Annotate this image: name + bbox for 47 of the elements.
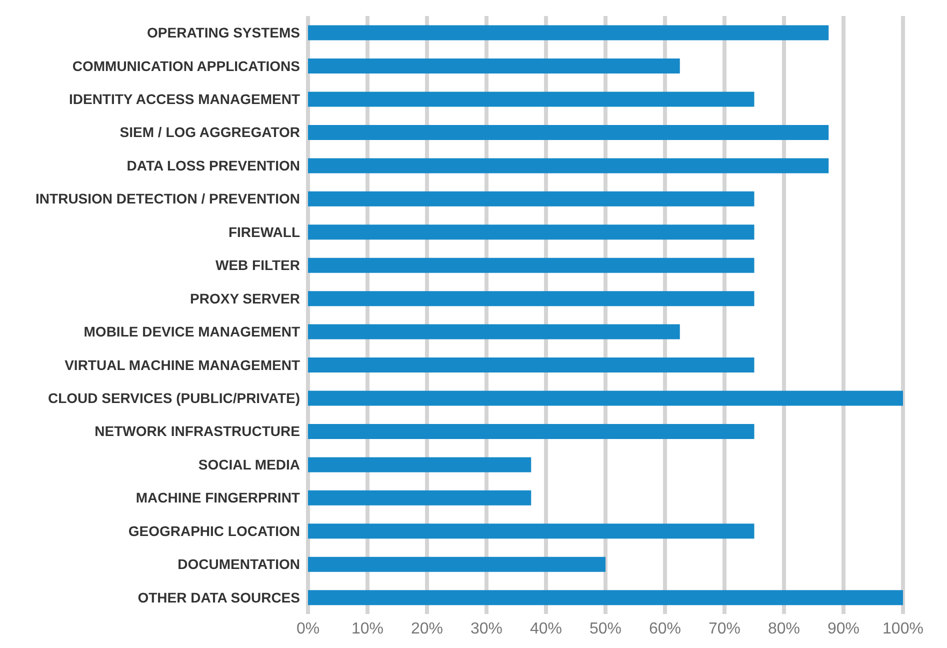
- x-tick-label: 70%: [708, 620, 741, 638]
- bar: [308, 490, 532, 506]
- bar: [308, 324, 680, 340]
- y-tick-label: NETWORK INFRASTRUCTURE: [94, 423, 300, 440]
- y-tick-label: SOCIAL MEDIA: [198, 456, 300, 472]
- x-tick-label: 60%: [648, 620, 682, 638]
- bar: [308, 25, 829, 40]
- x-tick-label: 20%: [410, 620, 444, 638]
- bar: [308, 424, 754, 439]
- x-tick-label: 100%: [882, 620, 924, 638]
- y-tick-label: DATA LOSS PREVENTION: [126, 157, 300, 174]
- y-tick-label: PROXY SERVER: [190, 290, 300, 306]
- y-tick-label: IDENTITY ACCESS MANAGEMENT: [68, 91, 300, 108]
- y-tick-label: SIEM / LOG AGGREGATOR: [120, 124, 300, 140]
- bar: [308, 291, 754, 306]
- y-tick-label: MOBILE DEVICE MANAGEMENT: [84, 324, 300, 340]
- y-tick-label: VIRTUAL MACHINE MANAGEMENT: [64, 356, 300, 373]
- bar: [308, 524, 754, 539]
- x-tick-label: 90%: [827, 620, 860, 638]
- bar: [308, 124, 829, 140]
- x-tick-label: 50%: [589, 620, 622, 638]
- y-tick-label: OPERATING SYSTEMS: [147, 24, 300, 41]
- y-tick-label: COMMUNICATION APPLICATIONS: [72, 58, 300, 74]
- y-tick-label: OTHER DATA SOURCES: [138, 589, 300, 606]
- x-tick-label: 40%: [530, 620, 562, 638]
- bar: [308, 258, 754, 273]
- y-tick-label: FIREWALL: [228, 224, 300, 240]
- x-tick-label: 10%: [351, 620, 384, 638]
- bar: [308, 590, 903, 606]
- bar: [308, 158, 829, 174]
- bar: [308, 390, 903, 406]
- y-tick-label: MACHINE FINGERPRINT: [136, 490, 300, 506]
- bar: [308, 358, 754, 373]
- y-tick-label: INTRUSION DETECTION / PREVENTION: [36, 190, 300, 207]
- y-tick-label: GEOGRAPHIC LOCATION: [128, 522, 300, 539]
- bar: [308, 457, 532, 472]
- bar: [308, 224, 754, 240]
- bar: [308, 556, 606, 572]
- y-tick-label: DOCUMENTATION: [178, 556, 300, 572]
- bar: [308, 191, 754, 206]
- y-tick-label: WEB FILTER: [215, 257, 300, 274]
- x-tick-label: 80%: [768, 620, 800, 638]
- x-tick-label: 0%: [296, 620, 320, 638]
- y-tick-label: CLOUD SERVICES (PUBLIC/PRIVATE): [48, 390, 300, 406]
- bar: [308, 58, 680, 74]
- bar: [308, 92, 754, 107]
- x-tick-label: 30%: [470, 620, 503, 638]
